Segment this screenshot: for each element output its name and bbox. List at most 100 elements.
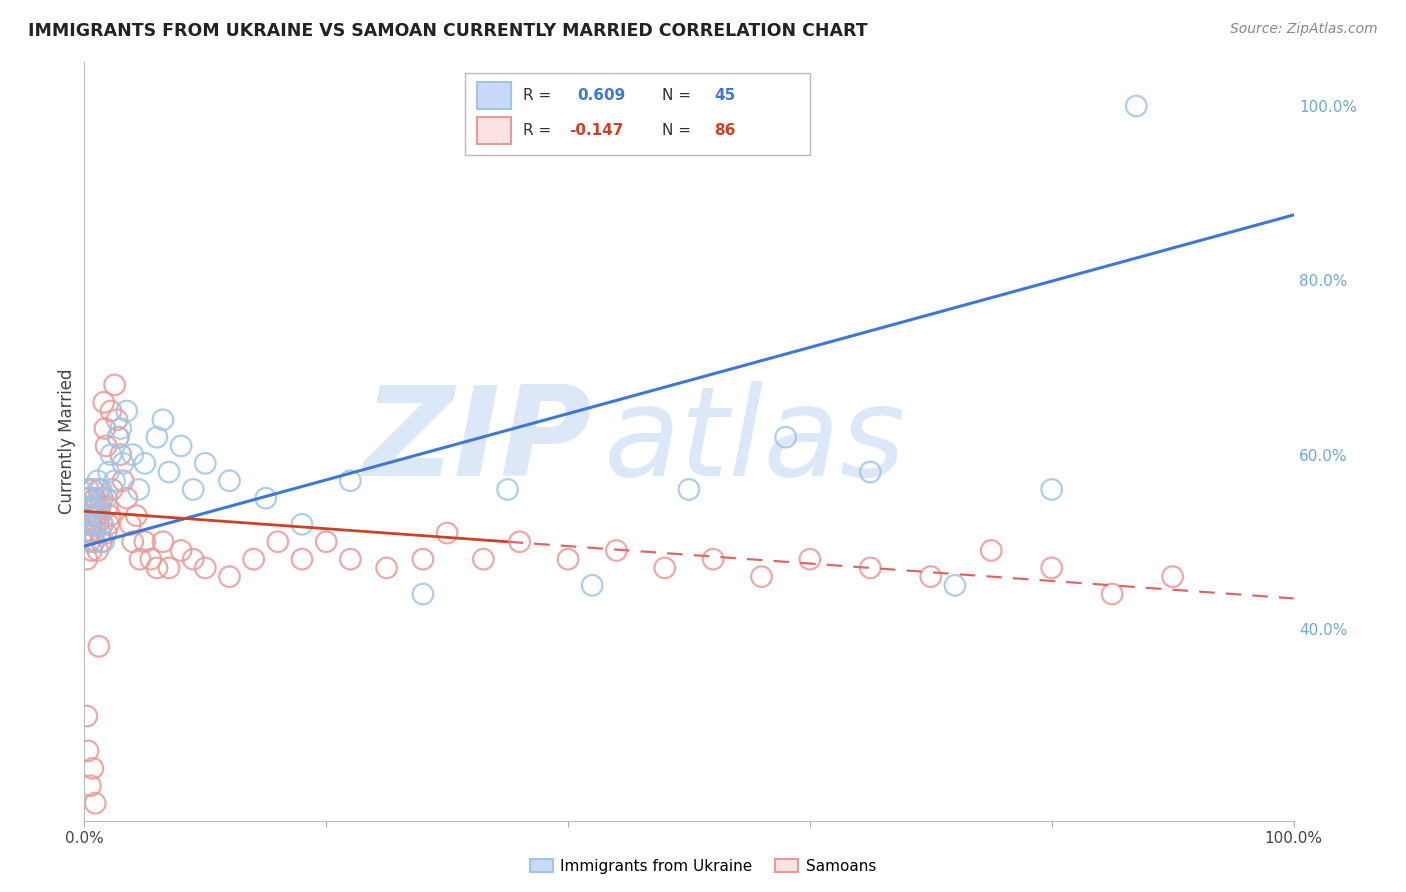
Point xyxy=(1125,99,1147,113)
Text: -0.147: -0.147 xyxy=(569,123,624,138)
Point xyxy=(121,448,143,462)
Point xyxy=(84,500,107,514)
Point xyxy=(107,430,129,444)
Point xyxy=(84,796,107,810)
Point xyxy=(77,744,100,758)
FancyBboxPatch shape xyxy=(465,73,810,155)
Point xyxy=(75,517,97,532)
Point xyxy=(980,543,1002,558)
Point xyxy=(79,508,101,523)
Point xyxy=(90,534,112,549)
Point xyxy=(86,517,108,532)
Point xyxy=(751,569,773,583)
Point xyxy=(83,500,105,514)
Text: ZIP: ZIP xyxy=(364,381,592,502)
Point xyxy=(125,508,148,523)
Point xyxy=(291,517,314,532)
Point xyxy=(86,517,108,532)
Point xyxy=(181,483,204,497)
Point xyxy=(97,517,120,532)
Point xyxy=(91,517,114,532)
Point xyxy=(76,552,98,566)
Point xyxy=(115,491,138,506)
Point xyxy=(80,517,103,532)
Point xyxy=(94,421,117,435)
Point xyxy=(87,640,110,654)
Point xyxy=(218,474,240,488)
Point xyxy=(91,517,114,532)
Point xyxy=(87,508,110,523)
Point xyxy=(509,534,531,549)
Point xyxy=(134,456,156,470)
Point xyxy=(110,448,132,462)
Point xyxy=(702,552,724,566)
Point xyxy=(79,779,101,793)
Point xyxy=(472,552,495,566)
Point xyxy=(96,500,118,514)
Point xyxy=(1161,569,1184,583)
Point xyxy=(107,430,129,444)
Point xyxy=(76,709,98,723)
Point xyxy=(93,534,115,549)
Y-axis label: Currently Married: Currently Married xyxy=(58,368,76,515)
Point xyxy=(152,413,174,427)
Point xyxy=(104,377,127,392)
Point xyxy=(89,508,111,523)
Point xyxy=(105,413,128,427)
Point xyxy=(920,569,942,583)
Point xyxy=(496,483,519,497)
Point xyxy=(87,483,110,497)
Text: 86: 86 xyxy=(714,123,735,138)
Point xyxy=(943,578,966,592)
Text: N =: N = xyxy=(662,87,696,103)
Point xyxy=(86,508,108,523)
Point xyxy=(654,561,676,575)
Point xyxy=(775,430,797,444)
Text: atlas: atlas xyxy=(605,381,907,502)
Point xyxy=(104,474,127,488)
Point xyxy=(254,491,277,506)
Point xyxy=(112,456,135,470)
Point xyxy=(115,404,138,418)
Point xyxy=(128,483,150,497)
Point xyxy=(315,534,337,549)
Point xyxy=(157,561,180,575)
Point xyxy=(98,508,121,523)
Point xyxy=(89,526,111,541)
Point xyxy=(77,508,100,523)
Point xyxy=(436,526,458,541)
Point xyxy=(120,517,142,532)
Point xyxy=(1040,483,1063,497)
Point xyxy=(267,534,290,549)
Point xyxy=(79,526,101,541)
Point xyxy=(412,552,434,566)
Point xyxy=(76,491,98,506)
Text: R =: R = xyxy=(523,123,557,138)
Point xyxy=(375,561,398,575)
Point xyxy=(77,517,100,532)
Point xyxy=(80,483,103,497)
Point xyxy=(291,552,314,566)
Point xyxy=(859,465,882,479)
Point xyxy=(86,474,108,488)
Point xyxy=(84,491,107,506)
Point xyxy=(170,543,193,558)
Text: N =: N = xyxy=(662,123,696,138)
Point xyxy=(412,587,434,601)
Text: 0.609: 0.609 xyxy=(578,87,626,103)
Point xyxy=(112,474,135,488)
Point xyxy=(678,483,700,497)
Point xyxy=(121,534,143,549)
Text: R =: R = xyxy=(523,87,557,103)
Point xyxy=(77,491,100,506)
Point xyxy=(82,508,104,523)
Point xyxy=(82,483,104,497)
Point xyxy=(91,491,114,506)
Point xyxy=(83,526,105,541)
Point xyxy=(859,561,882,575)
Point xyxy=(86,500,108,514)
Point xyxy=(146,430,169,444)
Point xyxy=(139,552,162,566)
Point xyxy=(83,534,105,549)
Point xyxy=(1101,587,1123,601)
